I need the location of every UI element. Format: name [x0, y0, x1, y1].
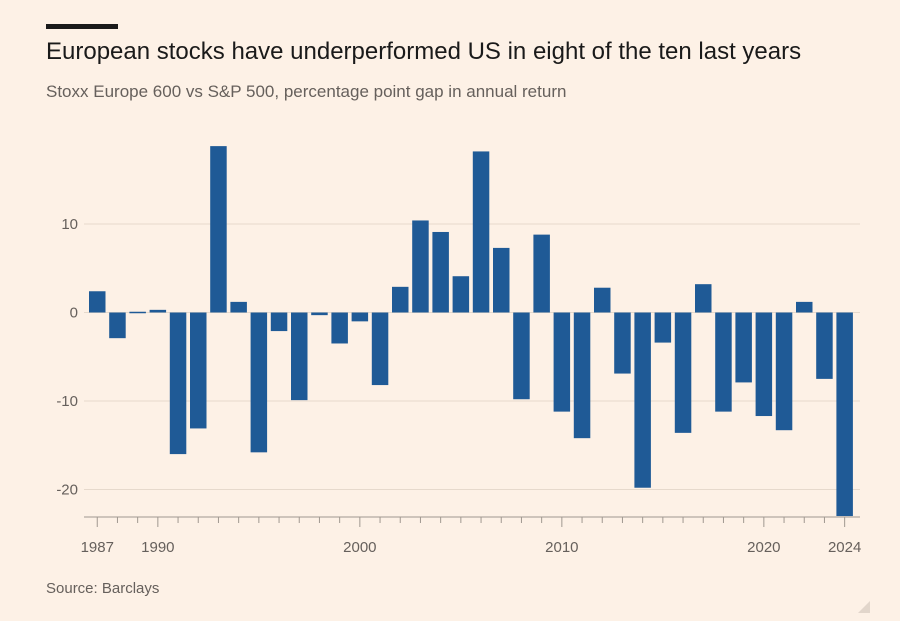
- bar-1988: [109, 312, 126, 339]
- axis-layer: 1987 1990 2000 2010 2020 2024: [81, 516, 861, 556]
- bar-2008: [513, 312, 530, 400]
- y-tick-label: -20: [56, 482, 78, 499]
- bar-2000: [351, 312, 369, 322]
- bar-2018: [715, 312, 732, 412]
- bar-2013: [614, 312, 631, 374]
- bar-2021: [775, 312, 793, 431]
- bar-1997: [291, 312, 308, 401]
- x-tick-label: 2020: [747, 539, 780, 556]
- bar-2006: [472, 151, 490, 313]
- bar-1991: [169, 312, 187, 455]
- bar-1994: [230, 301, 247, 313]
- bar-2024: [836, 312, 853, 517]
- bar-1989: [129, 311, 146, 314]
- bar-2020: [755, 312, 773, 417]
- bar-2010: [553, 312, 571, 412]
- chart-title: European stocks have underperformed US i…: [46, 38, 802, 65]
- bar-1995: [250, 312, 268, 453]
- y-tick-label: -10: [56, 393, 78, 410]
- resize-corner-icon: [858, 601, 870, 613]
- x-tick-label: 1990: [141, 539, 174, 556]
- bar-2003: [412, 220, 429, 313]
- bar-2007: [493, 247, 510, 313]
- x-tick-label: 2010: [545, 539, 578, 556]
- x-tick-label: 2024: [828, 539, 861, 556]
- bar-2011: [573, 312, 591, 439]
- bar-2019: [735, 312, 752, 383]
- bar-2009: [533, 234, 550, 313]
- bar-layer: [89, 146, 853, 517]
- chart-subtitle: Stoxx Europe 600 vs S&P 500, percentage …: [46, 82, 567, 101]
- y-tick-label: 0: [70, 305, 78, 322]
- bar-1990: [149, 309, 167, 313]
- source-note: Source: Barclays: [46, 580, 160, 597]
- bar-2017: [695, 284, 712, 313]
- bar-2004: [432, 231, 449, 313]
- bar-2016: [674, 312, 692, 433]
- bar-1987: [89, 291, 106, 313]
- bar-2022: [796, 301, 813, 313]
- bar-1992: [190, 312, 207, 429]
- bar-1993: [210, 146, 227, 313]
- bar-2002: [392, 286, 409, 313]
- bar-2015: [654, 312, 672, 343]
- bar-1998: [311, 312, 328, 316]
- bar-1999: [331, 312, 348, 344]
- title-accent-bar: [46, 24, 118, 29]
- bar-2005: [452, 276, 470, 313]
- x-tick-label: 2000: [343, 539, 376, 556]
- bar-2023: [816, 312, 833, 379]
- bar-2012: [594, 287, 611, 313]
- bar-2001: [371, 312, 389, 386]
- bar-2014: [634, 312, 651, 488]
- bar-1996: [270, 312, 288, 332]
- y-tick-label: 10: [61, 216, 78, 233]
- x-tick-label: 1987: [81, 539, 114, 556]
